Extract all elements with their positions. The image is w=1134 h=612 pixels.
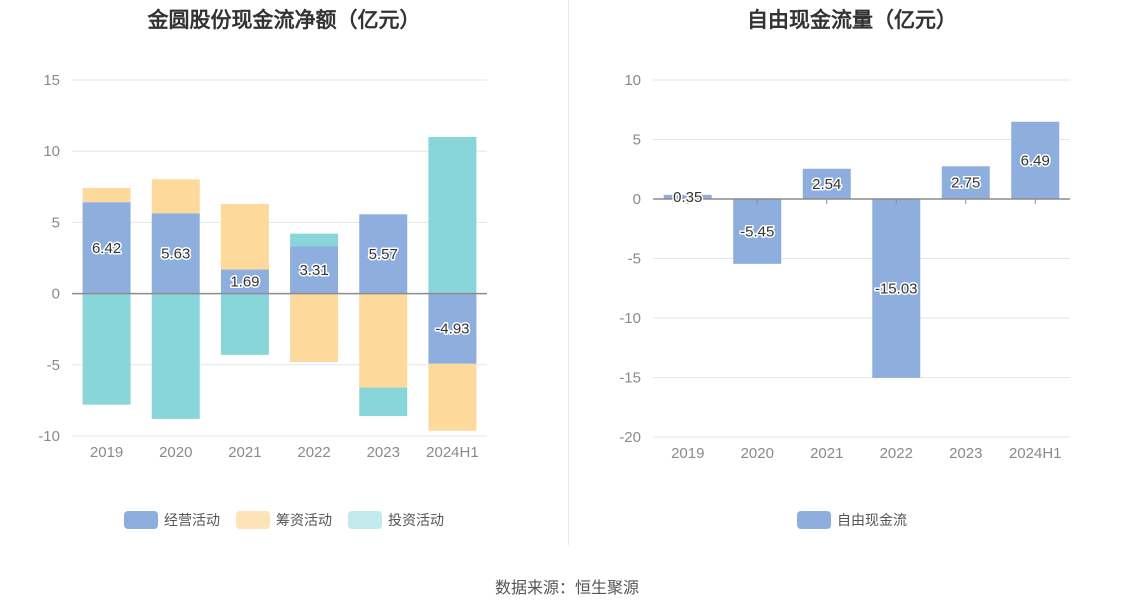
left-xtick-label: 2022 xyxy=(297,444,330,461)
left-xtick-label: 2023 xyxy=(367,444,400,461)
legend-swatch-investing xyxy=(348,511,382,529)
panel-divider xyxy=(568,0,569,545)
bar-operating xyxy=(220,269,269,294)
bar-investing xyxy=(220,293,269,355)
legend-item-financing[interactable]: 筹资活动 xyxy=(236,510,332,530)
bar-investing xyxy=(290,233,339,247)
bar-financing xyxy=(151,179,200,214)
bar-fcf xyxy=(941,166,990,199)
right-xtick-label: 2024H1 xyxy=(1009,445,1062,462)
left-xtick-label: 2024H1 xyxy=(426,444,479,461)
right-ytick-label: 0 xyxy=(633,191,641,208)
right-xtick-label: 2020 xyxy=(741,445,774,462)
right-ytick-label: 10 xyxy=(624,72,641,89)
right-xtick-label: 2019 xyxy=(671,445,704,462)
bar-operating xyxy=(359,214,408,294)
bar-investing xyxy=(359,387,408,417)
bar-operating xyxy=(290,246,339,294)
bar-financing xyxy=(428,363,477,431)
bar-fcf xyxy=(663,194,712,199)
right-ytick-label: -5 xyxy=(628,251,641,268)
bar-operating xyxy=(151,213,200,294)
bar-financing xyxy=(220,204,269,270)
legend-item-operating[interactable]: 经营活动 xyxy=(124,510,220,530)
right-ytick-label: -15 xyxy=(619,370,641,387)
data-label-operating: 1.69 xyxy=(230,274,259,291)
legend-swatch-fcf xyxy=(797,511,831,529)
left-xtick-label: 2019 xyxy=(90,444,123,461)
legend-label-fcf: 自由现金流 xyxy=(837,512,907,528)
left-xtick-label: 2020 xyxy=(159,444,192,461)
bar-investing xyxy=(151,293,200,419)
legend-label-investing: 投资活动 xyxy=(388,512,444,528)
right-xtick-label: 2021 xyxy=(810,445,843,462)
data-label-fcf: 0.35 xyxy=(673,189,702,206)
bar-financing xyxy=(82,187,131,203)
left-ytick-label: 0 xyxy=(52,286,60,303)
data-label-fcf: 6.49 xyxy=(1021,152,1050,169)
right-xtick-label: 2022 xyxy=(880,445,913,462)
bar-investing xyxy=(82,293,131,405)
data-label-operating: 6.42 xyxy=(92,240,121,257)
right-chart-svg: -20 -15 -10 -5 0 5 10 2019 2020 2021 2022 2023 2024H… xyxy=(619,72,1070,462)
left-legend: 经营活动 筹资活动 投资活动 xyxy=(0,510,568,530)
left-ytick-label: 10 xyxy=(43,143,60,160)
bar-fcf xyxy=(733,199,782,264)
data-label-fcf: -5.45 xyxy=(740,223,774,240)
bar-fcf xyxy=(872,199,921,378)
left-chart-title: 金圆股份现金流净额（亿元） xyxy=(147,9,421,32)
right-legend: 自由现金流 xyxy=(570,510,1134,530)
left-ytick-label: 5 xyxy=(52,214,60,231)
bar-financing xyxy=(290,293,339,362)
bar-operating xyxy=(82,202,131,294)
left-chart-panel: 金圆股份现金流净额（亿元） -10 -5 0 5 10 15 2019 2020 2021 202… xyxy=(0,0,568,545)
data-source-footer: 数据来源：恒生聚源 xyxy=(494,580,639,597)
data-label-fcf: 2.54 xyxy=(812,176,841,193)
bar-financing xyxy=(359,293,408,388)
bar-operating xyxy=(428,293,477,364)
left-ytick-label: 15 xyxy=(43,72,60,89)
right-ytick-label: -20 xyxy=(619,429,641,446)
right-chart-panel: 自由现金流量（亿元） -20 -15 -10 -5 0 5 10 2019 2020 2021 20… xyxy=(570,0,1134,545)
legend-label-operating: 经营活动 xyxy=(164,512,220,528)
legend-item-fcf[interactable]: 自由现金流 xyxy=(797,510,907,530)
legend-swatch-financing xyxy=(236,511,270,529)
right-xtick-label: 2023 xyxy=(949,445,982,462)
data-label-operating: 3.31 xyxy=(299,262,328,279)
data-label-fcf: -15.03 xyxy=(875,280,918,297)
left-chart-svg: -10 -5 0 5 10 15 2019 2020 2021 2022 2023 2024H1 6.4… xyxy=(38,72,487,461)
right-ytick-label: -10 xyxy=(619,310,641,327)
left-xtick-label: 2021 xyxy=(228,444,261,461)
left-ytick-label: -10 xyxy=(38,428,60,445)
bar-fcf xyxy=(802,168,851,199)
data-label-operating: -4.93 xyxy=(435,321,469,338)
bar-fcf xyxy=(1011,121,1060,199)
data-label-fcf: 2.75 xyxy=(951,175,980,192)
left-ytick-label: -5 xyxy=(47,357,60,374)
data-label-operating: 5.57 xyxy=(369,246,398,263)
right-ytick-label: 5 xyxy=(633,132,641,149)
legend-item-investing[interactable]: 投资活动 xyxy=(348,510,444,530)
legend-label-financing: 筹资活动 xyxy=(276,512,332,528)
data-label-operating: 5.63 xyxy=(161,246,190,263)
legend-swatch-operating xyxy=(124,511,158,529)
right-chart-title: 自由现金流量（亿元） xyxy=(747,9,957,32)
bar-investing xyxy=(428,136,477,294)
